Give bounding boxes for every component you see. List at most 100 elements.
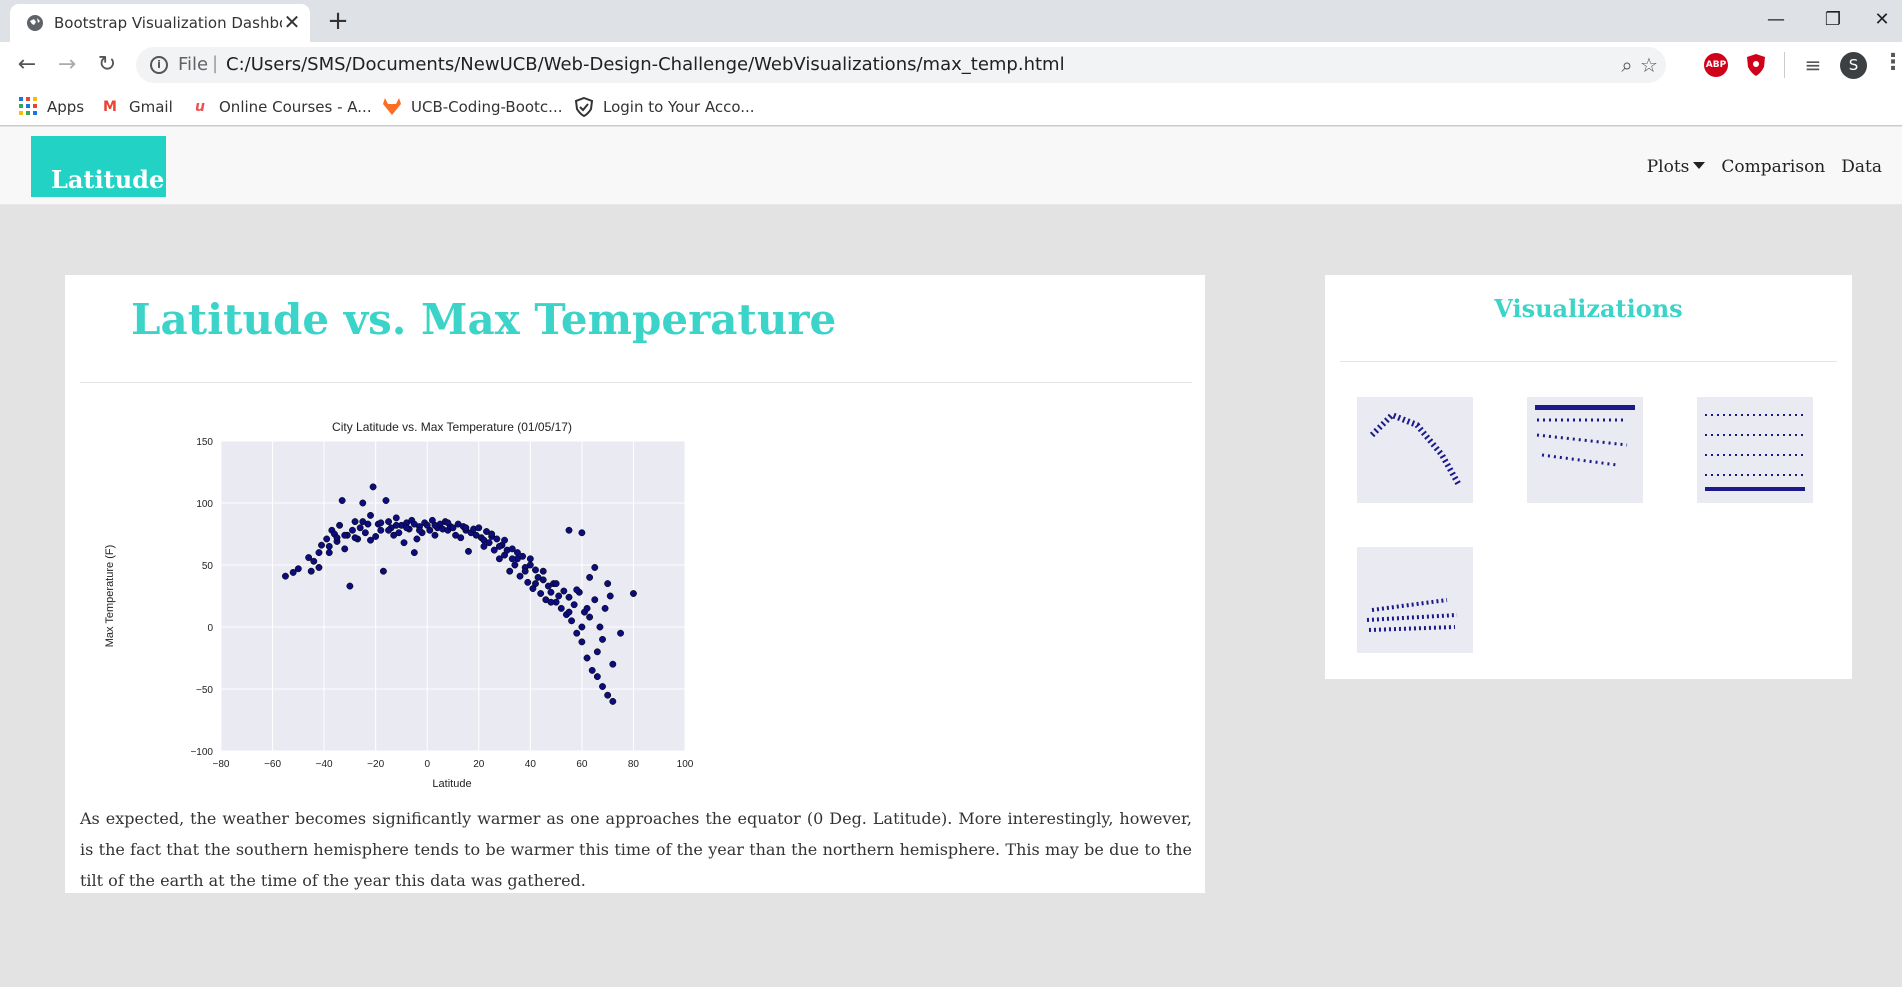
scatter-point <box>403 524 411 532</box>
scatter-point <box>431 531 439 539</box>
url-scheme-label: File <box>178 54 209 75</box>
thumbnail-cloudiness[interactable] <box>1687 385 1817 513</box>
browser-toolbar: ← → ↻ i File | C:/Users/SMS/Documents/Ne… <box>0 42 1902 88</box>
scatter-point <box>351 518 359 526</box>
scatter-point <box>495 542 503 550</box>
scatter-point <box>475 524 483 532</box>
divider <box>80 382 1192 383</box>
thumbnail-max-temperature[interactable] <box>1347 385 1477 513</box>
scatter-point <box>325 549 333 557</box>
x-axis-label: Latitude <box>432 778 471 790</box>
scatter-point <box>560 587 568 595</box>
bookmark-apps[interactable]: Apps <box>18 96 84 118</box>
restore-icon[interactable]: ❐ <box>1824 9 1842 30</box>
browser-tab[interactable]: Bootstrap Visualization Dashboard ✕ <box>10 4 310 42</box>
scatter-point <box>526 561 534 569</box>
bookmark-label: Gmail <box>129 98 173 116</box>
page-title: Latitude vs. Max Temperature <box>131 295 837 344</box>
new-tab-button[interactable]: + <box>327 6 349 36</box>
bookmark-gmail[interactable]: M Gmail <box>100 96 173 118</box>
x-tick-label: 100 <box>677 759 694 770</box>
scatter-point <box>511 561 519 569</box>
scatter-point <box>573 586 581 594</box>
shield-extension-icon[interactable] <box>1745 53 1767 77</box>
scatter-point <box>416 526 423 534</box>
scatter-point <box>539 576 547 584</box>
scatter-point <box>593 673 601 681</box>
scatter-point <box>341 531 349 539</box>
x-tick-label: 20 <box>473 759 485 770</box>
bookmark-label: Login to Your Acco... <box>603 98 755 116</box>
url-separator: | <box>212 53 219 74</box>
adblock-icon[interactable]: ABP <box>1704 53 1728 77</box>
scatter-point <box>591 564 599 571</box>
menu-icon[interactable]: ⋮ <box>1882 50 1902 75</box>
y-axis-ticks: −100 −50 0 50 100 150 <box>190 437 213 758</box>
close-tab-icon[interactable]: ✕ <box>283 10 301 34</box>
x-tick-label: −60 <box>264 759 281 770</box>
scatter-point <box>367 511 374 519</box>
scatter-point <box>593 648 601 656</box>
scatter-point <box>318 541 325 549</box>
x-tick-label: 60 <box>576 759 588 770</box>
scatter-point <box>367 536 374 544</box>
scatter-point <box>601 604 609 612</box>
scatter-point <box>294 565 302 573</box>
scatter-point <box>588 666 596 674</box>
bookmark-star-icon[interactable]: ☆ <box>1640 53 1658 77</box>
scatter-point <box>617 629 625 637</box>
scatter-point <box>395 529 403 537</box>
scatter-point <box>480 536 488 544</box>
scatter-point <box>289 568 297 576</box>
close-window-icon[interactable]: ✕ <box>1874 9 1890 30</box>
scatter-point <box>361 529 369 537</box>
scatter-point <box>604 580 612 588</box>
reload-icon[interactable]: ↻ <box>97 52 117 77</box>
zoom-icon[interactable]: ⌕ <box>1621 53 1633 77</box>
thumbnail-wind-speed[interactable] <box>1347 535 1477 663</box>
scatter-point <box>336 521 344 529</box>
scatter-point <box>586 573 594 581</box>
scatter-point <box>521 567 529 575</box>
bookmark-ucb-coding[interactable]: UCB-Coding-Bootc... <box>382 96 562 118</box>
scatter-point <box>465 547 472 555</box>
address-bar[interactable]: i File | C:/Users/SMS/Documents/NewUCB/W… <box>136 47 1666 83</box>
x-tick-label: −20 <box>367 759 384 770</box>
nav-comparison[interactable]: Comparison <box>1721 157 1826 177</box>
plot-area <box>221 441 685 751</box>
brand-logo[interactable]: Latitude <box>31 136 166 197</box>
thumbnail-humidity[interactable] <box>1517 385 1647 513</box>
scatter-point <box>573 629 581 637</box>
media-queue-icon[interactable]: ≡ <box>1804 53 1822 77</box>
url-text[interactable]: C:/Users/SMS/Documents/NewUCB/Web-Design… <box>226 54 1065 75</box>
scatter-point <box>583 654 591 662</box>
site-info-icon[interactable]: i <box>150 56 168 74</box>
scatter-point <box>325 542 333 550</box>
y-tick-label: 0 <box>207 623 213 634</box>
scatter-point <box>377 519 385 527</box>
scatter-point <box>310 557 318 565</box>
nav-links: Plots Comparison Data <box>1647 157 1882 177</box>
bookmark-login[interactable]: Login to Your Acco... <box>574 96 755 118</box>
scatter-point <box>526 555 534 563</box>
scatter-point <box>369 483 377 491</box>
scatter-point <box>609 697 617 705</box>
forward-icon[interactable]: → <box>57 52 77 77</box>
visualizations-panel: Visualizations <box>1325 275 1852 679</box>
bookmark-online-courses[interactable]: u Online Courses - A... <box>190 96 372 118</box>
y-tick-label: 100 <box>196 499 213 510</box>
scatter-point <box>323 535 331 543</box>
scatter-point <box>604 691 612 699</box>
nav-plots-dropdown[interactable]: Plots <box>1647 157 1706 177</box>
scatter-point <box>568 617 576 625</box>
sidebar-title: Visualizations <box>1494 294 1683 323</box>
nav-data[interactable]: Data <box>1841 157 1882 177</box>
back-icon[interactable]: ← <box>17 52 37 77</box>
profile-avatar[interactable]: S <box>1840 52 1867 79</box>
minimize-icon[interactable]: — <box>1767 9 1785 30</box>
scatter-point <box>431 521 439 529</box>
scatter-point <box>281 572 289 580</box>
scatter-point <box>609 660 617 668</box>
scatter-point <box>532 566 539 574</box>
scatter-point <box>457 534 465 542</box>
